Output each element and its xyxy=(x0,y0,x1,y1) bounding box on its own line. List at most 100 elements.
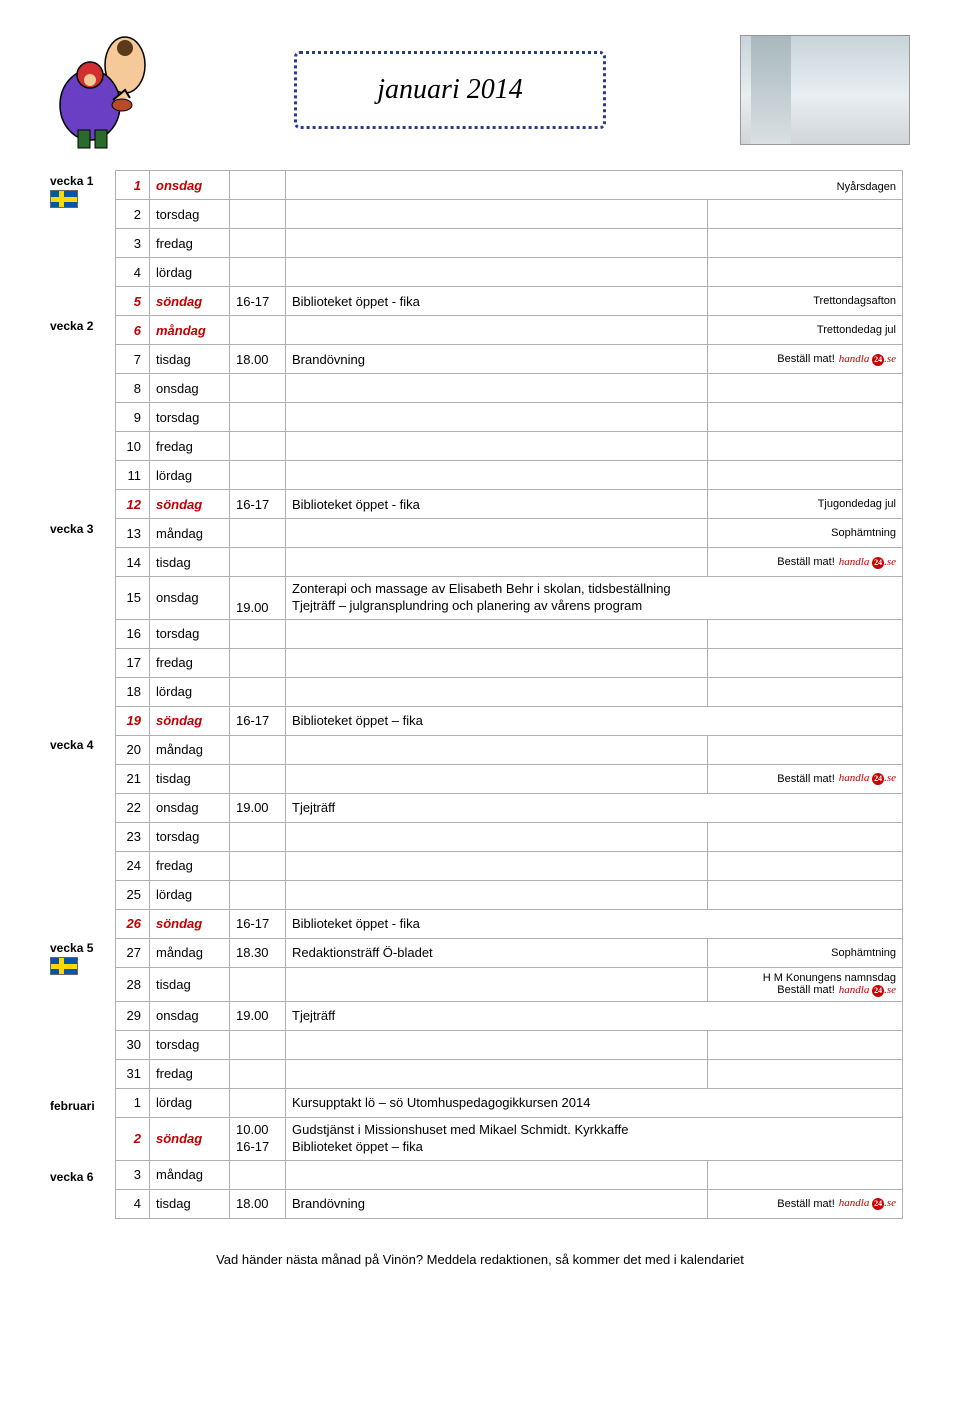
table-row: 14tisdagBeställ mat! handla 24.se xyxy=(116,548,903,577)
event-cell xyxy=(286,519,708,548)
day-name: torsdag xyxy=(150,403,230,432)
note-cell xyxy=(707,677,902,706)
day-name: torsdag xyxy=(150,200,230,229)
event-cell: Tjejträff xyxy=(286,1001,903,1030)
time-cell: 16-17 xyxy=(230,490,286,519)
table-row: 16torsdag xyxy=(116,619,903,648)
day-name: tisdag xyxy=(150,967,230,1001)
day-name: lördag xyxy=(150,677,230,706)
time-cell xyxy=(230,548,286,577)
time-cell: 19.00 xyxy=(230,793,286,822)
day-name: onsdag xyxy=(150,171,230,200)
table-row: 10fredag xyxy=(116,432,903,461)
flag-icon xyxy=(50,190,78,208)
day-name: torsdag xyxy=(150,619,230,648)
day-name: lördag xyxy=(150,1088,230,1117)
table-row: 7tisdag18.00BrandövningBeställ mat! hand… xyxy=(116,345,903,374)
note-cell xyxy=(707,822,902,851)
event-cell xyxy=(286,374,708,403)
day-number: 25 xyxy=(116,880,150,909)
flag-icon xyxy=(50,957,78,975)
day-number: 29 xyxy=(116,1001,150,1030)
event-cell xyxy=(286,229,708,258)
time-cell xyxy=(230,229,286,258)
day-name: torsdag xyxy=(150,1030,230,1059)
table-row: 6måndagTrettondedag jul xyxy=(116,316,903,345)
day-name: tisdag xyxy=(150,548,230,577)
event-cell xyxy=(286,461,708,490)
day-number: 3 xyxy=(116,229,150,258)
day-number: 15 xyxy=(116,577,150,620)
event-cell xyxy=(286,764,708,793)
week-label: vecka 4 xyxy=(50,736,93,752)
table-row: 3måndag xyxy=(116,1160,903,1189)
day-name: söndag xyxy=(150,490,230,519)
note-cell xyxy=(707,200,902,229)
note-cell xyxy=(707,851,902,880)
table-row: 27måndag18.30Redaktionsträff Ö-bladetSop… xyxy=(116,938,903,967)
day-name: fredag xyxy=(150,851,230,880)
time-cell xyxy=(230,677,286,706)
day-number: 31 xyxy=(116,1059,150,1088)
day-number: 21 xyxy=(116,764,150,793)
table-row: 5söndag16-17Biblioteket öppet - fikaTret… xyxy=(116,287,903,316)
event-cell xyxy=(286,880,708,909)
day-number: 23 xyxy=(116,822,150,851)
event-cell: Redaktionsträff Ö-bladet xyxy=(286,938,708,967)
day-name: onsdag xyxy=(150,374,230,403)
day-name: fredag xyxy=(150,1059,230,1088)
table-row: 4lördag xyxy=(116,258,903,287)
event-cell: Zonterapi och massage av Elisabeth Behr … xyxy=(286,577,903,620)
day-name: tisdag xyxy=(150,345,230,374)
note-cell: Trettondagsafton xyxy=(707,287,902,316)
day-name: onsdag xyxy=(150,577,230,620)
table-row: 18lördag xyxy=(116,677,903,706)
note-cell: Sophämtning xyxy=(707,938,902,967)
order-food-label: Beställ mat! handla 24.se xyxy=(777,556,896,569)
week-label: vecka 6 xyxy=(50,1168,93,1184)
event-cell: Biblioteket öppet - fika xyxy=(286,287,708,316)
day-name: onsdag xyxy=(150,793,230,822)
order-food-label: Beställ mat! handla 24.se xyxy=(777,772,896,785)
day-name: måndag xyxy=(150,519,230,548)
week-label: februari xyxy=(50,1097,95,1113)
table-row: 30torsdag xyxy=(116,1030,903,1059)
week-label: vecka 2 xyxy=(50,317,93,333)
title-box: januari 2014 xyxy=(294,51,605,129)
day-number: 9 xyxy=(116,403,150,432)
event-cell: Gudstjänst i Missionshuset med Mikael Sc… xyxy=(286,1117,903,1160)
day-number: 4 xyxy=(116,258,150,287)
table-row: 11lördag xyxy=(116,461,903,490)
note-cell: H M Konungens namnsdagBeställ mat! handl… xyxy=(707,967,902,1001)
event-cell: Biblioteket öppet – fika xyxy=(286,706,903,735)
time-cell xyxy=(230,1160,286,1189)
time-cell xyxy=(230,735,286,764)
note-cell: Sophämtning xyxy=(707,519,902,548)
table-row: 31fredag xyxy=(116,1059,903,1088)
day-name: söndag xyxy=(150,287,230,316)
note-cell: Beställ mat! handla 24.se xyxy=(707,764,902,793)
footer-text: Vad händer nästa månad på Vinön? Meddela… xyxy=(50,1252,910,1267)
table-row: 15onsdag19.00Zonterapi och massage av El… xyxy=(116,577,903,620)
time-cell xyxy=(230,461,286,490)
note-cell xyxy=(707,1160,902,1189)
event-cell xyxy=(286,432,708,461)
note-cell: Beställ mat! handla 24.se xyxy=(707,548,902,577)
day-number: 3 xyxy=(116,1160,150,1189)
day-name: söndag xyxy=(150,909,230,938)
event-cell xyxy=(286,822,708,851)
time-cell: 19.00 xyxy=(230,1001,286,1030)
time-cell xyxy=(230,432,286,461)
day-name: söndag xyxy=(150,1117,230,1160)
day-name: söndag xyxy=(150,706,230,735)
day-number: 5 xyxy=(116,287,150,316)
day-name: måndag xyxy=(150,938,230,967)
table-row: 19söndag16-17Biblioteket öppet – fika xyxy=(116,706,903,735)
note-cell xyxy=(707,619,902,648)
time-cell: 18.00 xyxy=(230,345,286,374)
event-cell xyxy=(286,316,708,345)
time-cell xyxy=(230,619,286,648)
page-header: januari 2014 xyxy=(50,30,910,150)
table-row: 29onsdag19.00Tjejträff xyxy=(116,1001,903,1030)
day-number: 30 xyxy=(116,1030,150,1059)
